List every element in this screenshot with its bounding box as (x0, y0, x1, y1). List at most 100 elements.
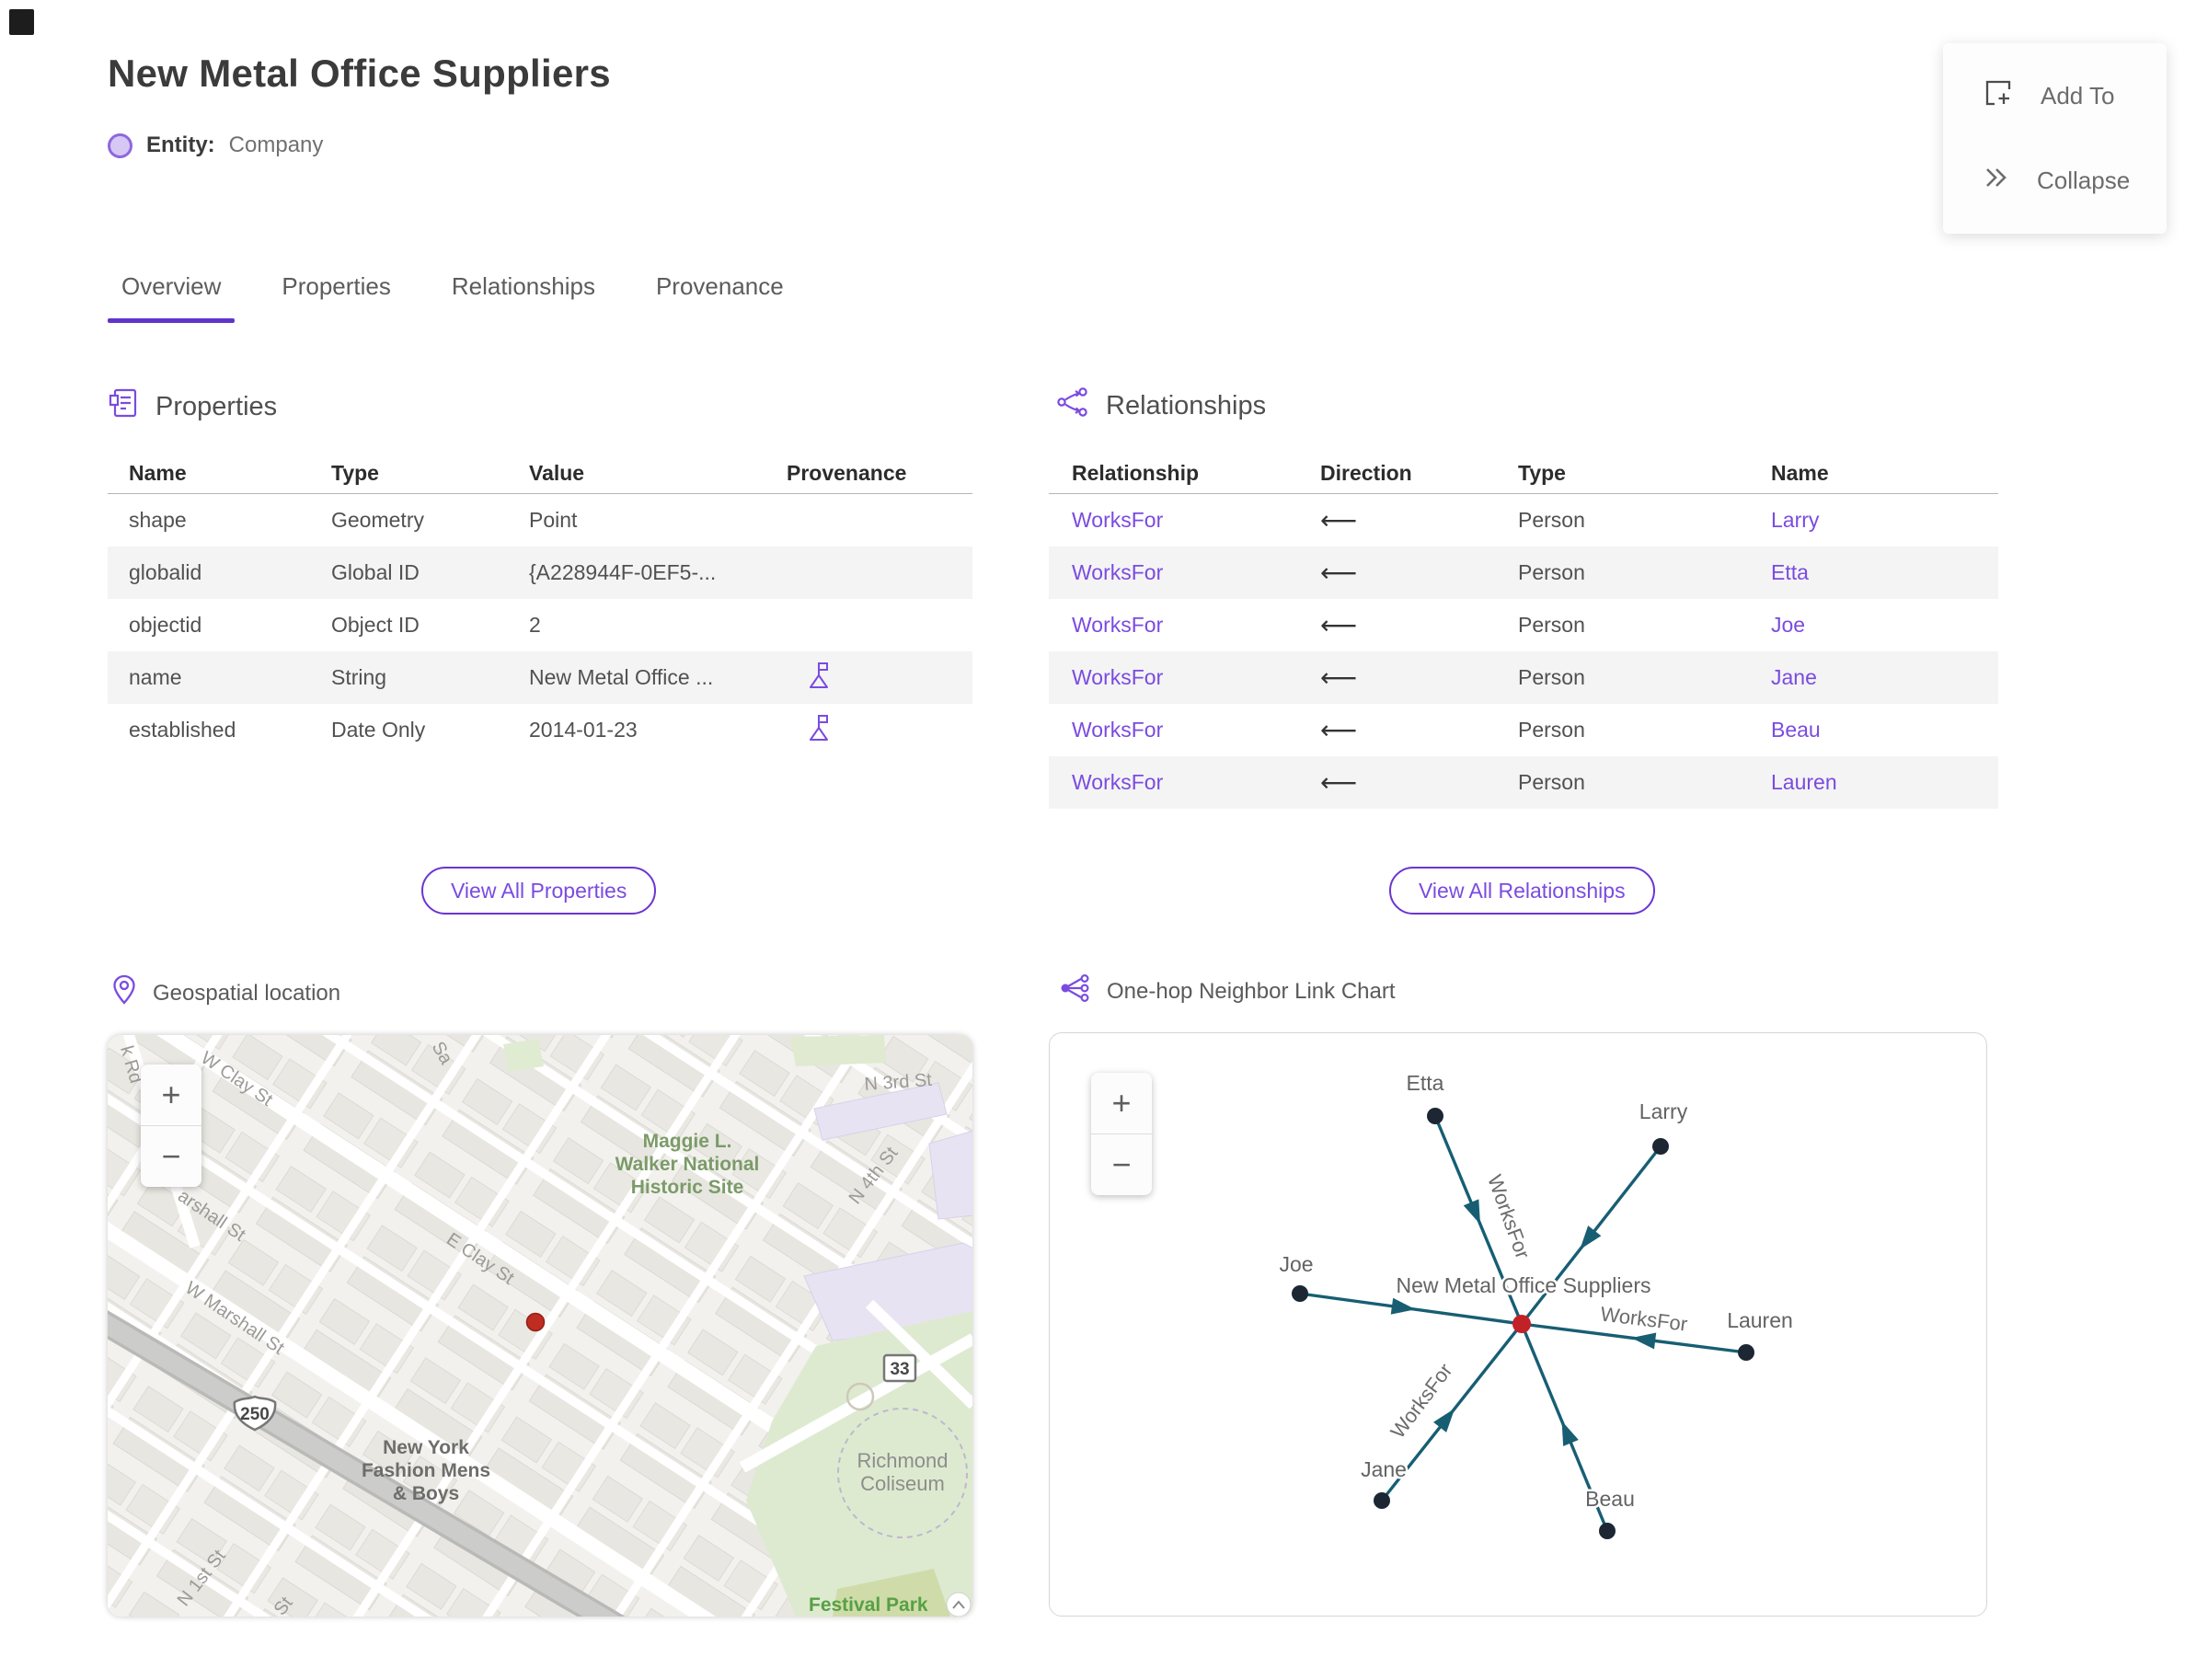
property-type: Geometry (331, 508, 424, 532)
one-hop-network-icon (1060, 973, 1091, 1009)
chart-edge-arrow (1463, 1199, 1481, 1225)
chart-zoom-in-button[interactable]: + (1111, 1084, 1132, 1122)
provenance-flag-icon[interactable] (807, 662, 831, 689)
entity-type-value: Company (228, 132, 324, 157)
property-value: 2014-01-23 (529, 718, 638, 742)
svg-text:33: 33 (890, 1360, 909, 1379)
property-type: Date Only (331, 718, 426, 742)
add-to-button[interactable]: Add To (1982, 76, 2167, 116)
property-row: shape Geometry Point (108, 494, 972, 547)
related-entity-name-link[interactable]: Beau (1771, 718, 1821, 742)
col-direction: Direction (1320, 460, 1412, 485)
entity-label: Entity: (146, 132, 215, 157)
tab-relationships[interactable]: Relationships (451, 272, 595, 300)
map-zoom-in-button[interactable]: + (161, 1076, 181, 1113)
relationships-table-header: Relationship Direction Type Name (1049, 453, 1998, 494)
chart-node-larry[interactable] (1652, 1138, 1669, 1155)
view-all-properties-button[interactable]: View All Properties (421, 867, 657, 915)
link-chart-canvas[interactable]: WorksForWorksForWorksForEttaLarryJoeLaur… (1050, 1033, 1986, 1616)
properties-section-title: Properties (155, 391, 278, 421)
property-value: 2 (529, 613, 541, 637)
direction-arrow: ⟵ (1320, 610, 1358, 640)
map-canvas[interactable]: 250 33 k Rd W Clay St SaN 3rd StN 4th StMa… (108, 1035, 972, 1617)
chart-node-etta[interactable] (1427, 1108, 1443, 1124)
properties-section-header: Properties (108, 386, 277, 427)
chart-node-label: Jane (1361, 1457, 1407, 1481)
tab-provenance[interactable]: Provenance (655, 272, 784, 300)
chart-node-jane[interactable] (1374, 1492, 1390, 1509)
chart-node-beau[interactable] (1599, 1523, 1616, 1539)
tab-bar: Overview Properties Relationships Proven… (108, 272, 798, 323)
property-type: Global ID (331, 560, 420, 584)
direction-arrow: ⟵ (1320, 715, 1358, 745)
svg-text:250: 250 (240, 1405, 270, 1424)
related-entity-name-link[interactable]: Larry (1771, 508, 1820, 532)
relationship-type-link[interactable]: WorksFor (1072, 718, 1164, 742)
properties-icon (108, 386, 139, 427)
relationship-type-link[interactable]: WorksFor (1072, 508, 1164, 532)
relationships-section-header: Relationships (1056, 386, 1266, 425)
property-type: Object ID (331, 613, 420, 637)
chart-zoom-out-button[interactable]: − (1091, 1133, 1152, 1195)
property-value: {A228944F-0EF5-... (529, 560, 717, 584)
tab-overview[interactable]: Overview (108, 272, 236, 323)
property-type: String (331, 665, 387, 689)
chart-edge-arrow (1631, 1332, 1657, 1350)
page-title: New Metal Office Suppliers (108, 52, 611, 95)
attribution-expander-icon[interactable] (946, 1592, 972, 1617)
chart-node-label: Beau (1585, 1487, 1635, 1511)
related-entity-type: Person (1518, 613, 1585, 637)
map-highway (108, 1310, 626, 1617)
chart-node-joe[interactable] (1292, 1285, 1308, 1302)
chart-zoom-control: + − (1091, 1073, 1152, 1195)
map-label: Richmond Coliseum (857, 1449, 948, 1495)
related-entity-name-link[interactable]: Etta (1771, 560, 1809, 584)
relationship-type-link[interactable]: WorksFor (1072, 613, 1164, 637)
col-type: Type (1518, 460, 1566, 485)
property-provenance (787, 714, 972, 747)
relationships-section-title: Relationships (1106, 390, 1267, 420)
related-entity-name-link[interactable]: Lauren (1771, 770, 1837, 794)
property-name: established (129, 718, 236, 742)
related-entity-type: Person (1518, 665, 1585, 689)
relationship-type-link[interactable]: WorksFor (1072, 560, 1164, 584)
map-landuse (503, 1035, 972, 1617)
related-entity-type: Person (1518, 560, 1585, 584)
provenance-flag-icon[interactable] (807, 714, 831, 742)
related-entity-name-link[interactable]: Jane (1771, 665, 1817, 689)
relationship-row: WorksFor ⟵ Person Larry (1049, 494, 1998, 547)
chart-node-label: Larry (1639, 1099, 1688, 1123)
map-zoom-out-button[interactable]: − (141, 1125, 201, 1187)
related-entity-type: Person (1518, 770, 1585, 794)
geospatial-map[interactable]: 250 33 k Rd W Clay St Sa N 3rd St N 4th St Ma… (108, 1035, 972, 1617)
tab-properties[interactable]: Properties (282, 272, 391, 300)
collapse-button[interactable]: Collapse (1982, 165, 2167, 197)
property-provenance (787, 662, 972, 695)
property-value: New Metal Office ... (529, 665, 714, 689)
related-entity-type: Person (1518, 718, 1585, 742)
chart-edge-arrow (1390, 1297, 1416, 1315)
map-label: N 3rd St (864, 1070, 933, 1095)
property-row: name String New Metal Office ... (108, 651, 972, 704)
map-zoom-control: + − (141, 1064, 201, 1187)
entity-type-icon (108, 132, 132, 158)
relationship-type-link[interactable]: WorksFor (1072, 770, 1164, 794)
chart-node-lauren[interactable] (1738, 1344, 1754, 1361)
col-relationship: Relationship (1072, 460, 1200, 485)
direction-arrow: ⟵ (1320, 505, 1358, 535)
view-all-relationships-button[interactable]: View All Relationships (1389, 867, 1655, 915)
properties-table: Name Type Value Provenance shape Geometry… (108, 453, 972, 756)
direction-arrow: ⟵ (1320, 558, 1358, 588)
one-hop-link-chart[interactable]: WorksFor WorksFor WorksFor Etta Larry Joe Laur… (1049, 1032, 1987, 1617)
route-shield-250: 250 (233, 1395, 277, 1432)
geospatial-section-header: Geospatial location (111, 973, 340, 1013)
chart-center-node[interactable] (1512, 1315, 1531, 1333)
relationship-type-link[interactable]: WorksFor (1072, 665, 1164, 689)
double-chevron-right-icon (1982, 165, 2011, 197)
route-shield-33: 33 (882, 1353, 917, 1383)
related-entity-name-link[interactable]: Joe (1771, 613, 1806, 637)
chart-edge-arrow (1433, 1408, 1455, 1433)
linkchart-section-header: One-hop Neighbor Link Chart (1060, 973, 1396, 1009)
direction-arrow: ⟵ (1320, 767, 1358, 798)
related-entity-type: Person (1518, 508, 1585, 532)
